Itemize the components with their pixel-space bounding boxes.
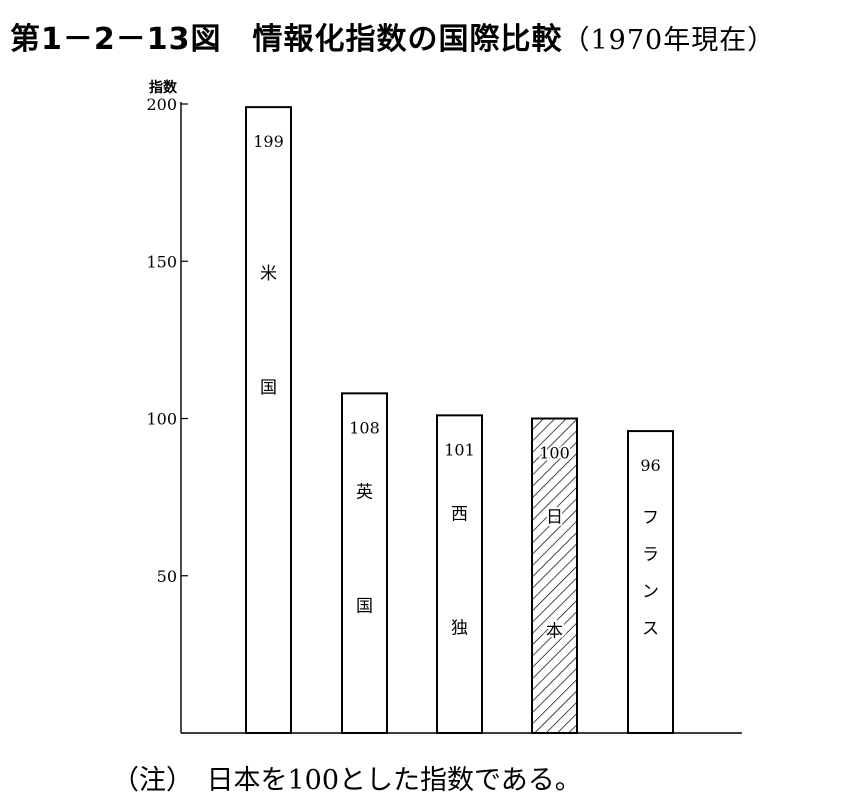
category-char: フ: [642, 508, 659, 528]
category-char: 西: [451, 504, 468, 524]
y-axis-label: 指数: [149, 79, 178, 96]
bar-category-label: 西独: [451, 504, 468, 638]
bar-category-label: 英国: [356, 482, 373, 616]
category-char: ス: [642, 619, 659, 639]
bar-value-label: 199: [253, 132, 284, 151]
category-char: 米: [260, 264, 277, 284]
bar-value-label: 108: [349, 418, 380, 437]
footnote: （注） 日本を100とした指数である。: [112, 765, 582, 796]
category-char: 日: [546, 508, 563, 528]
bar: [341, 392, 388, 734]
category-char: 独: [451, 618, 468, 638]
category-char: 本: [546, 622, 563, 642]
y-tick-label: 150: [146, 252, 177, 271]
category-char: ラ: [642, 545, 659, 565]
category-char: 国: [260, 378, 277, 398]
category-char: 英: [356, 482, 373, 502]
bar-category-label: 日本: [544, 506, 565, 644]
bar-value-label: 100: [539, 444, 570, 463]
bar-category-label: 米国: [260, 264, 277, 398]
bar: [245, 106, 292, 734]
chart-title-main: 第1－2－13図 情報化指数の国際比較: [10, 22, 563, 57]
bar-value-label: 96: [640, 456, 660, 475]
bar: [627, 430, 674, 734]
chart-title: 第1－2－13図 情報化指数の国際比較（1970年現在）: [10, 14, 775, 58]
bar-value-label: 101: [444, 440, 475, 459]
bar: [531, 417, 578, 734]
y-tick-label: 200: [146, 95, 177, 114]
chart-title-date: （1970年現在）: [562, 25, 776, 56]
y-tick-label: 50: [157, 567, 177, 586]
y-tick-label: 100: [146, 410, 177, 429]
bar: [436, 414, 483, 734]
category-char: 国: [356, 596, 373, 616]
category-char: ン: [642, 582, 659, 602]
